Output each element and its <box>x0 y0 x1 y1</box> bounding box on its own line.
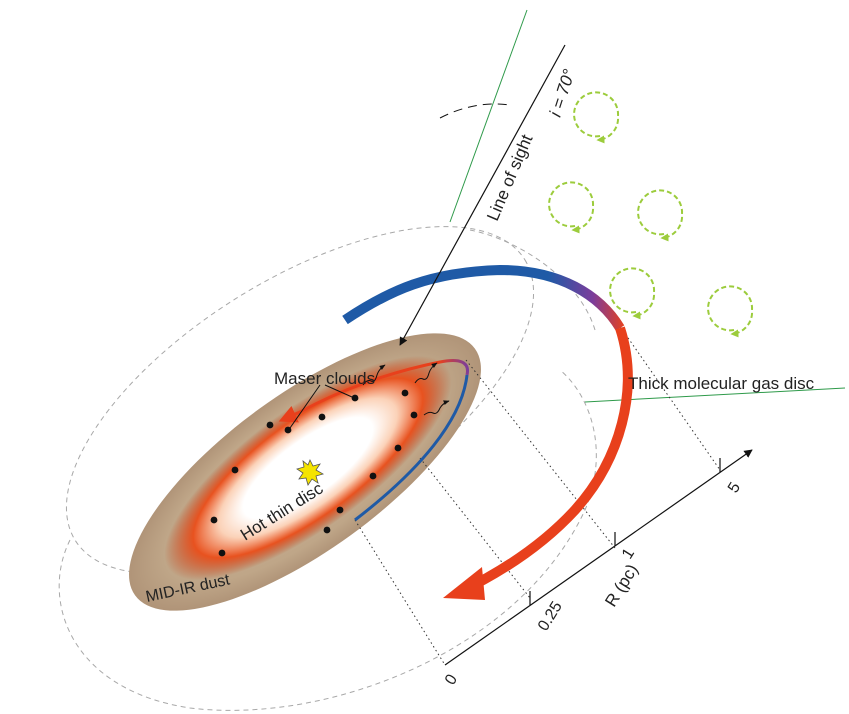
maser-dot <box>369 472 377 480</box>
maser-dot <box>266 421 274 429</box>
maser-dot <box>394 444 402 452</box>
radius-axis <box>444 449 753 666</box>
maser-dot <box>401 389 409 397</box>
maser-clouds-label: Maser clouds <box>274 369 375 388</box>
maser-dot <box>210 516 218 524</box>
maser-cloud-dots <box>210 389 418 557</box>
maser-dot <box>351 394 359 402</box>
maser-dot <box>323 526 331 534</box>
thick-disc-rotation-bottom <box>457 326 633 597</box>
guide-lines <box>449 9 846 403</box>
maser-dot <box>231 466 239 474</box>
rotation-arrowhead <box>443 567 485 600</box>
maser-dot <box>410 411 418 419</box>
turbulent-eddies <box>548 91 754 338</box>
thin-disc-rotation-arrow <box>278 405 301 423</box>
line-of-sight-arrow <box>399 44 566 346</box>
thin-disc-rotation-top <box>299 359 470 414</box>
thick-disc-rotation-top <box>342 264 625 331</box>
maser-dot <box>336 506 344 514</box>
maser-dot <box>318 413 326 421</box>
maser-emission-arrows <box>362 362 450 416</box>
maser-dot <box>284 426 292 434</box>
thin-disc-rotation-bottom <box>354 374 469 522</box>
thick-disc-outline <box>58 226 597 711</box>
radius-projection-lines <box>354 311 721 666</box>
maser-label-pointers <box>289 384 353 429</box>
radius-tick-0: 0 <box>442 671 461 688</box>
thick-disc-label: Thick molecular gas disc <box>628 374 815 393</box>
radius-axis-ticks <box>529 458 721 605</box>
radius-tick-0-25: 0.25 <box>535 599 566 635</box>
radius-tick-1: 1 <box>619 545 638 562</box>
inclination-arc <box>439 103 511 119</box>
maser-dot <box>218 549 226 557</box>
radius-tick-5: 5 <box>725 479 744 496</box>
nucleus-starburst-icon <box>296 459 325 486</box>
radius-axis-title: R (pc) <box>601 561 642 610</box>
